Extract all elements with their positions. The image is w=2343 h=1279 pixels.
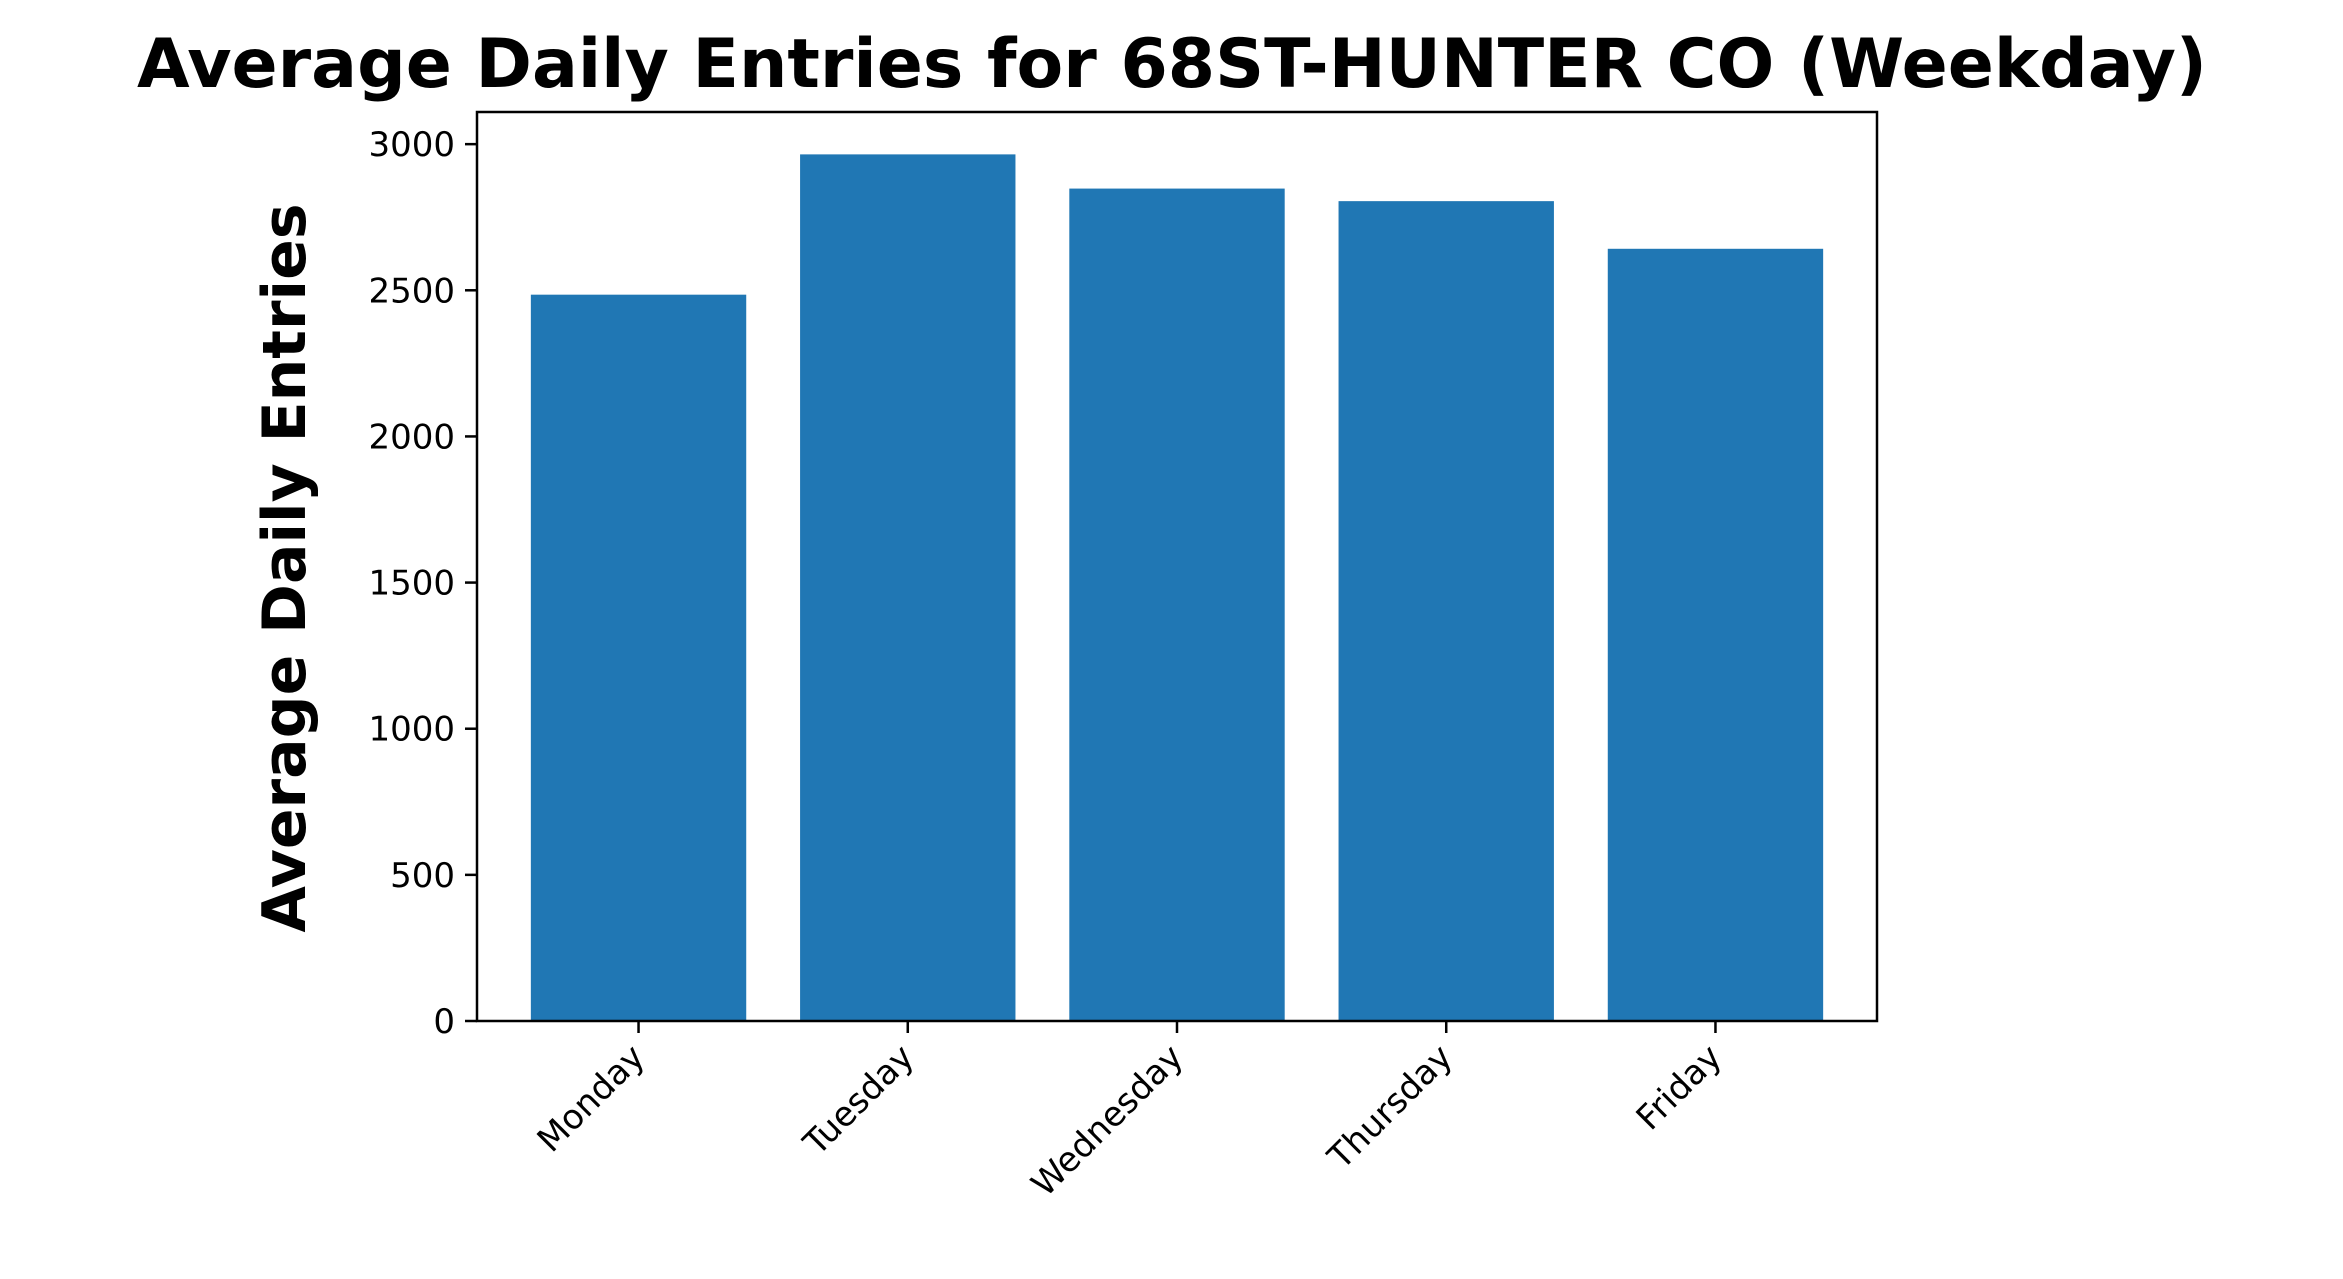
y-tick-label: 2000	[368, 417, 455, 457]
y-tick-label: 3000	[368, 125, 455, 165]
y-axis-label: Average Daily Entries	[250, 203, 320, 932]
x-axis: Monday Tuesday Wednesday Thursday Friday	[530, 1021, 1730, 1205]
bar-friday	[1607, 248, 1824, 1021]
y-tick-label: 0	[433, 1002, 455, 1042]
bar-tuesday	[800, 154, 1016, 1021]
bar-thursday	[1338, 201, 1554, 1021]
y-tick-label: 500	[390, 856, 455, 896]
plot-area-frame	[475, 110, 1879, 1023]
y-tick-label: 1500	[368, 564, 455, 604]
chart-title: Average Daily Entries for 68ST-HUNTER CO…	[137, 25, 2207, 104]
bars-layer	[530, 154, 1824, 1022]
x-tick-label-wednesday: Wednesday	[1024, 1037, 1191, 1204]
y-axis: 0 500 1000 1500 2000 2500 3000	[368, 125, 477, 1042]
y-tick-label: 1000	[368, 710, 455, 750]
x-tick-label-monday: Monday	[530, 1037, 653, 1160]
x-tick-label-friday: Friday	[1629, 1037, 1730, 1138]
y-tick-label: 2500	[368, 271, 455, 311]
x-tick-label-thursday: Thursday	[1320, 1037, 1461, 1178]
bar-wednesday	[1069, 188, 1285, 1022]
bar-monday	[530, 294, 747, 1021]
x-tick-label-tuesday: Tuesday	[795, 1037, 922, 1164]
